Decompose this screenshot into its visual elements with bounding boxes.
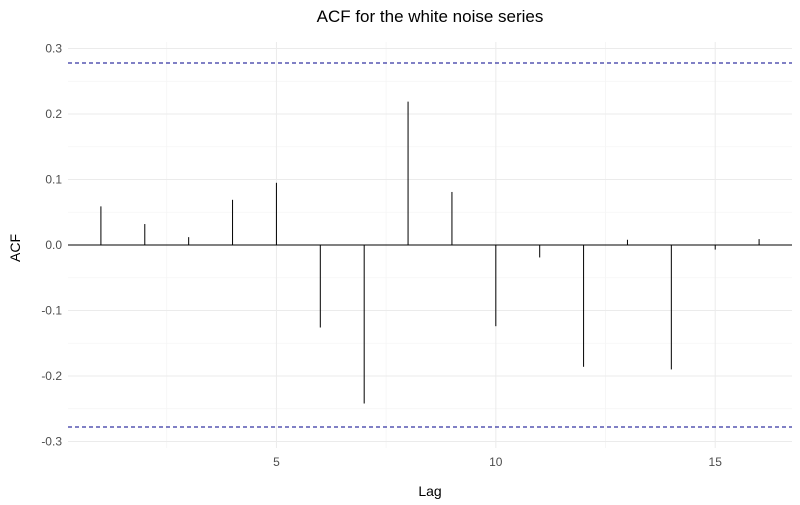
x-axis-title: Lag [418, 483, 441, 499]
chart-title: ACF for the white noise series [317, 7, 544, 26]
y-tick-label: 0.3 [45, 42, 62, 56]
y-tick-label: 0.1 [45, 173, 62, 187]
y-tick-label: 0.0 [45, 238, 62, 252]
x-tick-label: 15 [709, 455, 723, 469]
y-tick-label: 0.2 [45, 107, 62, 121]
x-tick-label: 10 [489, 455, 503, 469]
x-tick-label: 5 [273, 455, 280, 469]
y-tick-label: -0.3 [41, 434, 62, 448]
acf-bars [100, 101, 760, 404]
y-axis-title: ACF [7, 234, 23, 262]
y-axis-tick-labels: -0.3 -0.2 -0.1 0.0 0.1 0.2 0.3 [41, 42, 62, 449]
y-tick-label: -0.1 [41, 303, 62, 317]
confidence-bounds [68, 62, 792, 428]
x-axis-tick-labels: 5 10 15 [273, 455, 722, 469]
y-tick-label: -0.2 [41, 369, 62, 383]
